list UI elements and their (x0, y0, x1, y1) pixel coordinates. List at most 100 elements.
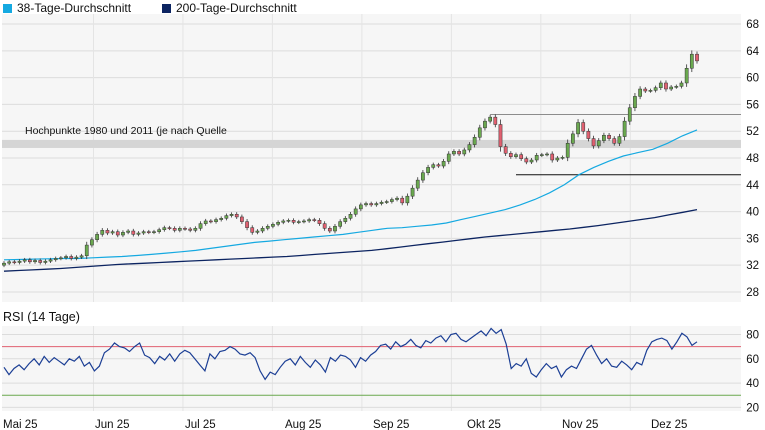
candle-body (664, 82, 668, 90)
candle-body (602, 134, 606, 141)
candle-body (48, 259, 53, 262)
candle-body (121, 232, 125, 236)
candle-body (245, 221, 249, 228)
candle-body (452, 151, 456, 155)
candle-body (488, 116, 492, 122)
resistance-band-label: Hochpunkte 1980 und 2011 (je nach Quelle (25, 125, 227, 137)
candle-body (674, 86, 679, 88)
candle-body (612, 138, 617, 144)
candle-body (234, 214, 239, 218)
price-y-tick-label: 64 (746, 46, 759, 58)
candle-body (162, 227, 167, 230)
rsi-line (3, 327, 698, 381)
candle-body (157, 229, 161, 232)
candle-body (436, 164, 441, 167)
candle-body (529, 159, 534, 163)
rsi-y-tick-label: 60 (746, 354, 759, 366)
candle-body (2, 262, 6, 266)
price-y-tick-label: 48 (746, 153, 759, 165)
candle-body (281, 220, 286, 223)
rsi-y-tick-label: 80 (746, 330, 759, 342)
candle-body (364, 203, 368, 206)
price-y-tick-label: 68 (746, 19, 759, 31)
candle-body (59, 257, 63, 260)
candle-body (152, 231, 156, 233)
x-tick-label-4: Sep 25 (373, 419, 409, 430)
candle-body (477, 127, 482, 138)
rsi-panel-title: RSI (14 Tage) (3, 310, 80, 324)
candle-body (126, 230, 130, 233)
rsi-y-tick-label: 20 (746, 402, 759, 414)
candle-body (95, 234, 99, 240)
price-y-tick-label: 36 (746, 233, 759, 245)
candle-body (689, 53, 694, 69)
candle-body (131, 230, 136, 235)
x-tick-label-5: Okt 25 (467, 419, 501, 430)
candle-body (617, 136, 622, 144)
candle-body (633, 96, 637, 109)
candle-body (400, 197, 405, 204)
candle-body (43, 260, 48, 263)
candle-body (193, 228, 198, 231)
candle-body (84, 244, 89, 257)
legend-label-ma200: 200-Tage-Durchschnitt (176, 1, 297, 15)
candle-body (312, 219, 317, 221)
candle-body (591, 138, 596, 147)
candle-body (534, 155, 539, 161)
candle-body (369, 203, 374, 206)
candle-body (198, 223, 203, 229)
legend-swatch-ma38 (3, 4, 12, 13)
candle-body (167, 227, 172, 229)
ma200-line (3, 208, 698, 272)
candle-body (514, 154, 518, 157)
candle-body (271, 224, 275, 227)
candle-body (550, 153, 555, 161)
candle-body (358, 204, 363, 210)
candle-body (183, 228, 187, 230)
candle-body (79, 255, 84, 258)
candle-body (209, 220, 213, 223)
candle-body (188, 228, 193, 231)
rsi-plot-area (2, 326, 741, 411)
price-y-tick-label: 56 (746, 99, 759, 111)
candle-body (560, 157, 565, 159)
candle-body (110, 231, 115, 234)
candle-body (260, 228, 265, 232)
legend-item-ma200[interactable]: 200-Tage-Durchschnitt (162, 1, 297, 15)
candle-body (384, 201, 389, 203)
candle-body (576, 122, 580, 135)
candle-body (338, 221, 343, 227)
candle-body (136, 232, 141, 235)
legend-item-ma38[interactable]: 38-Tage-Durchschnitt (3, 1, 131, 15)
candle-body (141, 231, 146, 234)
candle-body (483, 120, 487, 129)
candle-body (695, 53, 699, 62)
candle-body (327, 228, 332, 232)
candle-body (317, 220, 322, 224)
candle-body (596, 140, 601, 147)
candle-body (12, 261, 17, 264)
candle-body (653, 87, 658, 91)
candle-body (265, 226, 270, 229)
candle-body (214, 219, 218, 222)
candle-body (33, 260, 37, 263)
candle-body (390, 199, 394, 202)
candle-body (286, 220, 291, 222)
candle-body (622, 120, 627, 137)
candle-body (69, 256, 74, 259)
candle-body (146, 231, 151, 233)
candle-body (503, 146, 508, 154)
candle-body (302, 220, 306, 223)
candle-body (669, 86, 673, 90)
candle-body (426, 167, 430, 173)
candle-body (524, 158, 529, 163)
price-y-tick-label: 52 (746, 126, 759, 138)
candle-body (446, 153, 451, 162)
candle-body (74, 256, 79, 259)
candle-body (276, 222, 280, 225)
candle-body (7, 261, 12, 264)
candle-body (240, 216, 244, 222)
legend-swatch-ma200 (162, 4, 171, 13)
